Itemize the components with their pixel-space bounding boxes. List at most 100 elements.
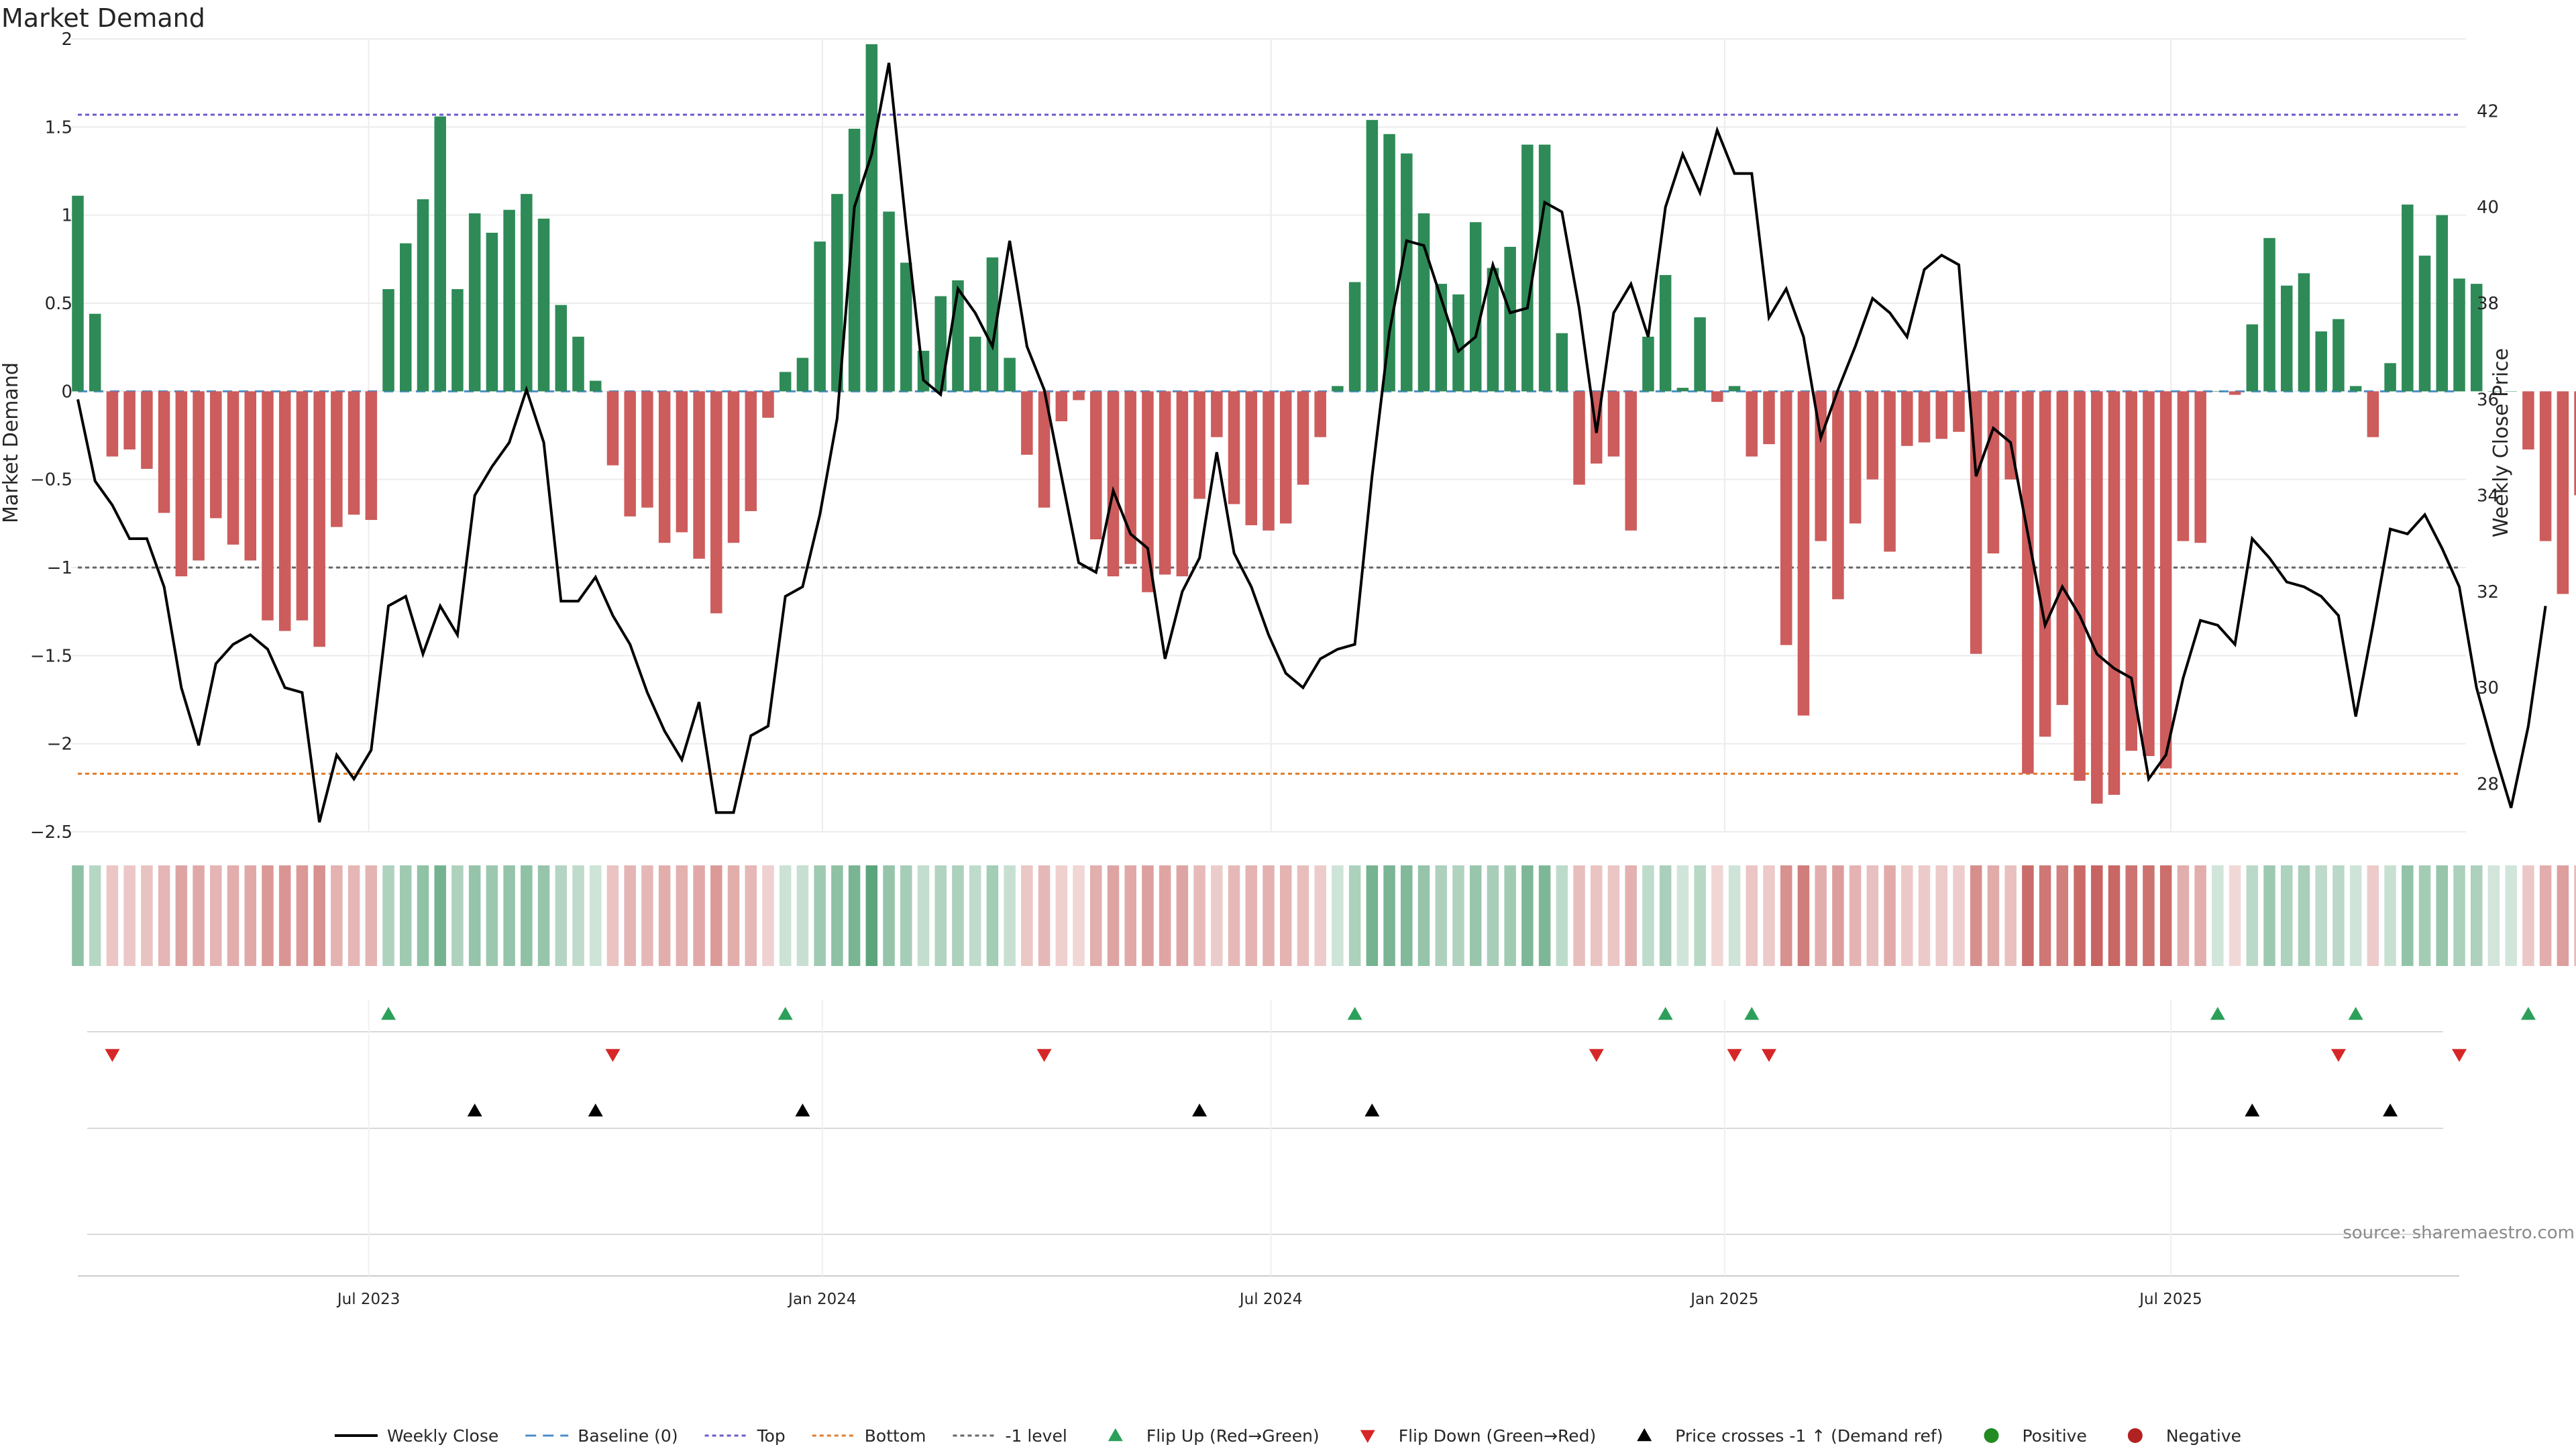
strip-cell — [2004, 865, 2017, 966]
demand-bar — [1314, 391, 1326, 437]
demand-bar — [1073, 391, 1085, 400]
demand-bar — [1832, 391, 1844, 600]
demand-bar — [262, 391, 274, 621]
flip-down-marker — [605, 1049, 621, 1062]
demand-bar — [2212, 391, 2224, 392]
demand-bar — [1607, 391, 1620, 457]
strip-cell — [1124, 865, 1136, 966]
strip-cell — [1193, 865, 1205, 966]
demand-bar — [1711, 391, 1723, 402]
demand-bar — [1159, 391, 1171, 575]
legend-label: Top — [757, 1426, 786, 1446]
left-tick-label: 0 — [61, 382, 72, 402]
demand-bar — [2315, 331, 2327, 392]
demand-bar — [158, 391, 170, 513]
legend-swatch — [2127, 1428, 2143, 1443]
strip-cell — [1970, 865, 1982, 966]
strip-cell — [193, 865, 205, 966]
legend-swatch — [1360, 1430, 1375, 1443]
strip-cell — [1245, 865, 1258, 966]
demand-bar — [1521, 144, 1534, 392]
flip-down-marker — [2330, 1049, 2346, 1062]
demand-bar — [347, 391, 360, 515]
demand-bar — [2505, 391, 2517, 392]
demand-bar — [2487, 391, 2500, 392]
demand-bar — [1987, 391, 2000, 553]
demand-bar — [1228, 391, 1240, 504]
demand-bar — [1417, 213, 1430, 392]
strip-cell — [934, 865, 947, 966]
demand-bar — [745, 391, 757, 511]
x-tick-label: Jul 2023 — [336, 1291, 400, 1308]
legend-item: Weekly Close — [334, 1426, 498, 1446]
demand-bar — [278, 391, 291, 631]
strip-cell — [365, 865, 378, 966]
strip-cell — [969, 865, 981, 966]
strip-cell — [89, 865, 101, 966]
flip-up-marker — [1658, 1007, 1673, 1020]
demand-bar — [365, 391, 378, 521]
strip-cell — [2143, 865, 2155, 966]
price-cross-marker — [467, 1104, 482, 1117]
demand-bar — [89, 313, 101, 392]
strip-cell — [1314, 865, 1326, 966]
strip-cell — [1728, 865, 1741, 966]
legend-swatch — [1984, 1428, 1999, 1443]
demand-bar — [175, 391, 188, 577]
strip-cell — [1607, 865, 1620, 966]
strip-cell — [1591, 865, 1603, 966]
strip-cell — [555, 865, 568, 966]
legend-item: -1 level — [953, 1426, 1067, 1446]
strip-cell — [2453, 865, 2465, 966]
price-cross-marker — [588, 1104, 603, 1117]
demand-bar — [1348, 282, 1361, 392]
demand-bar — [1797, 391, 1810, 716]
demand-bar — [1935, 391, 1948, 439]
legend-label: Price crosses -1 ↑ (Demand ref) — [1675, 1426, 1943, 1446]
demand-bar — [106, 391, 119, 457]
demand-bar — [900, 262, 912, 392]
strip-cell — [2281, 865, 2293, 966]
strip-cell — [1435, 865, 1447, 966]
strip-cell — [1625, 865, 1637, 966]
strip-cell — [1832, 865, 1844, 966]
demand-bar — [1021, 391, 1033, 455]
strip-cell — [710, 865, 722, 966]
strip-cell — [1746, 865, 1758, 966]
strip-cell — [2022, 865, 2034, 966]
demand-bar — [1401, 153, 1413, 392]
demand-bar — [2143, 391, 2155, 757]
strip-cell — [141, 865, 153, 966]
demand-bar — [382, 288, 394, 392]
right-tick-label: 38 — [2477, 294, 2499, 314]
legend-item: Price crosses -1 ↑ (Demand ref) — [1637, 1426, 1943, 1446]
demand-bar — [641, 391, 653, 508]
legend-swatch — [1108, 1428, 1123, 1442]
demand-bar — [2177, 391, 2190, 541]
x-tick-label: Jul 2024 — [1238, 1291, 1303, 1308]
strip-cell — [1556, 865, 1568, 966]
strip-cell — [676, 865, 688, 966]
demand-bar — [1866, 391, 1879, 480]
strip-cell — [2487, 865, 2500, 966]
demand-bar — [451, 288, 464, 392]
strip-cell — [2056, 865, 2069, 966]
strip-cell — [244, 865, 256, 966]
demand-bar — [1263, 391, 1275, 531]
demand-bar — [2367, 391, 2379, 437]
strip-cell — [2177, 865, 2190, 966]
strip-cell — [1038, 865, 1051, 966]
strip-cell — [2349, 865, 2362, 966]
strip-cell — [572, 865, 584, 966]
strip-cell — [1176, 865, 1189, 966]
strip-cell — [417, 865, 429, 966]
legend-item: Bottom — [812, 1426, 926, 1446]
strip-cell — [1866, 865, 1879, 966]
strip-cell — [1469, 865, 1482, 966]
source-label: source: sharemaestro.com — [2343, 1223, 2575, 1243]
strip-cell — [745, 865, 757, 966]
demand-bar — [1763, 391, 1775, 445]
demand-bar — [1953, 391, 1965, 432]
legend-item: Flip Down (Green→Red) — [1360, 1426, 1596, 1446]
